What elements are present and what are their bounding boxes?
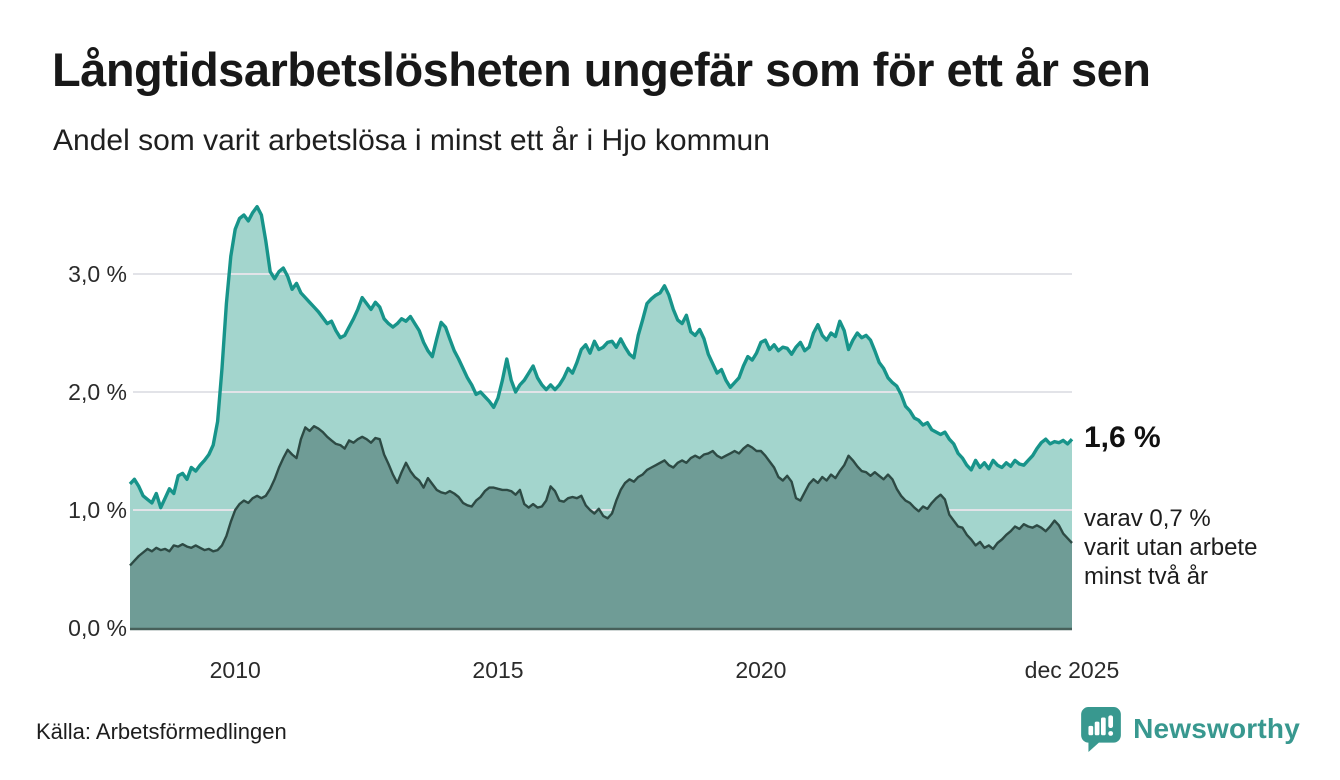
line-min-one-year: [128, 205, 1074, 510]
y-tick-label: 1,0 %: [68, 497, 127, 523]
y-tick-label: 0,0 %: [68, 615, 127, 641]
source-credit: Källa: Arbetsförmedlingen: [36, 719, 287, 744]
x-tick-label: 2010: [210, 657, 261, 683]
area-min-two-years: [130, 426, 1072, 628]
y-tick-label: 3,0 %: [68, 261, 127, 287]
newsworthy-bubble-icon: [1081, 707, 1121, 752]
chart-subtitle: Andel som varit arbetslösa i minst ett å…: [53, 124, 770, 157]
area-min-one-year: [130, 206, 1072, 628]
latest-value-label: 1,6 %: [1084, 421, 1161, 454]
secondary-value-label: varav 0,7 % varit utan arbete minst två …: [1084, 505, 1258, 590]
x-tick-label: dec 2025: [1025, 657, 1120, 683]
line-min-two-years: [129, 425, 1073, 567]
newsworthy-logo: Newsworthy: [1080, 706, 1300, 752]
x-tick-label: 2020: [735, 657, 786, 683]
newsworthy-wordmark: Newsworthy: [1133, 713, 1300, 744]
page-title: Långtidsarbetslösheten ungefär som för e…: [52, 43, 1151, 96]
x-tick-label: 2015: [472, 657, 523, 683]
y-tick-label: 2,0 %: [68, 379, 127, 405]
